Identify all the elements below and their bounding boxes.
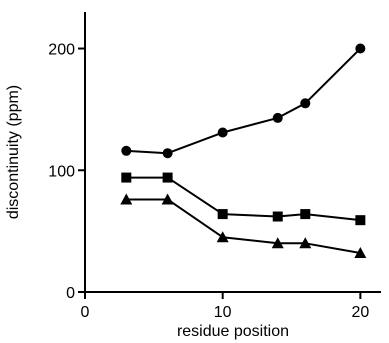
series-triangle xyxy=(120,193,367,259)
axes-layer xyxy=(78,12,381,299)
x-tick-label-10: 10 xyxy=(214,304,232,321)
data-point-triangle-14 xyxy=(271,237,284,249)
data-point-circle-3 xyxy=(121,145,132,156)
data-point-circle-16 xyxy=(300,98,311,109)
data-point-circle-10 xyxy=(217,127,228,138)
data-point-circle-20 xyxy=(355,43,366,54)
data-point-triangle-6 xyxy=(161,193,174,205)
x-tick-label-20: 20 xyxy=(351,304,369,321)
x-axis-label: residue position xyxy=(177,323,289,340)
data-point-square-3 xyxy=(121,172,132,183)
series-line-circle xyxy=(125,47,362,155)
data-point-triangle-10 xyxy=(216,231,229,243)
y-tick-label-200: 200 xyxy=(48,42,75,59)
series-line-square xyxy=(125,176,362,222)
y-tick-label-100: 100 xyxy=(48,163,75,180)
data-point-circle-6 xyxy=(162,148,173,159)
data-point-triangle-3 xyxy=(120,193,133,205)
data-point-triangle-16 xyxy=(299,237,312,249)
data-point-square-10 xyxy=(217,209,228,220)
data-point-circle-14 xyxy=(272,112,283,123)
y-axis-label: discontinuity (ppm) xyxy=(5,85,22,219)
series-layer xyxy=(120,43,367,259)
series-line-triangle xyxy=(125,198,362,255)
data-point-square-6 xyxy=(162,172,173,183)
data-point-square-16 xyxy=(300,209,311,220)
x-tick-label-0: 0 xyxy=(81,304,90,321)
data-point-triangle-20 xyxy=(354,247,367,259)
data-point-square-14 xyxy=(272,211,283,222)
series-circle xyxy=(121,43,366,159)
data-point-square-20 xyxy=(355,215,366,226)
y-tick-label-0: 0 xyxy=(66,285,75,302)
series-square xyxy=(121,172,366,226)
